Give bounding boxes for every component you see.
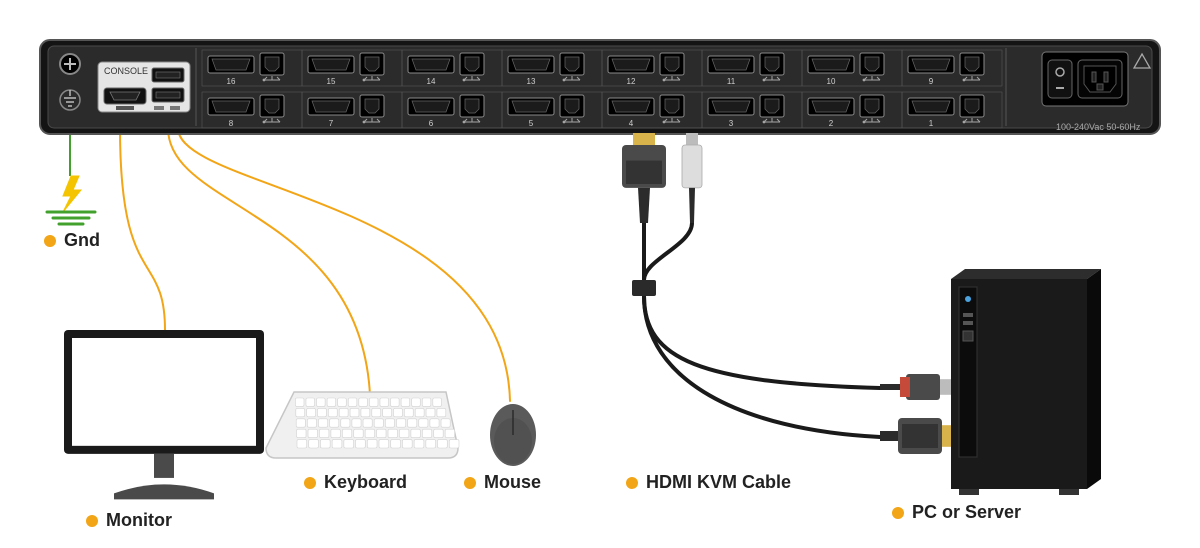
dot-icon (304, 477, 316, 489)
label-gnd-text: Gnd (64, 230, 100, 250)
svg-text:7: 7 (329, 119, 334, 128)
label-keyboard: Keyboard (304, 472, 407, 493)
svg-text:5: 5 (529, 119, 534, 128)
svg-text:CONSOLE: CONSOLE (104, 66, 148, 76)
usb-plug (682, 133, 702, 223)
label-cable: HDMI KVM Cable (626, 472, 791, 493)
label-monitor-text: Monitor (106, 510, 172, 530)
diagram-canvas: CONSOLE 16 8 15 7 14 6 13 5 12 4 11 3 10 2 9 1 (0, 0, 1200, 548)
ground-icon (47, 176, 95, 224)
keyboard-device (266, 392, 459, 458)
svg-text:2: 2 (829, 119, 834, 128)
svg-text:6: 6 (429, 119, 434, 128)
dot-icon (86, 515, 98, 527)
dot-icon (464, 477, 476, 489)
svg-text:15: 15 (327, 77, 336, 86)
svg-text:9: 9 (929, 77, 934, 86)
svg-text:11: 11 (727, 77, 736, 86)
svg-text:4: 4 (629, 119, 634, 128)
usb-plug-to-pc (880, 374, 954, 400)
kvm-switch: CONSOLE 16 8 15 7 14 6 13 5 12 4 11 3 10 2 9 1 (40, 40, 1160, 134)
svg-text:1: 1 (929, 119, 934, 128)
mouse-device (490, 404, 536, 466)
hdmi-plug-to-pc (880, 418, 954, 454)
label-pc: PC or Server (892, 502, 1021, 523)
label-pc-text: PC or Server (912, 502, 1021, 522)
label-mouse: Mouse (464, 472, 541, 493)
label-monitor: Monitor (86, 510, 172, 531)
label-keyboard-text: Keyboard (324, 472, 407, 492)
label-gnd: Gnd (44, 230, 100, 251)
monitor-device (64, 330, 264, 499)
power-rating-label: 100-240Vac 50-60Hz (1056, 122, 1140, 132)
pc-tower (951, 269, 1101, 495)
svg-text:14: 14 (427, 77, 436, 86)
dot-icon (626, 477, 638, 489)
hdmi-plug (622, 133, 666, 223)
label-cable-text: HDMI KVM Cable (646, 472, 791, 492)
label-mouse-text: Mouse (484, 472, 541, 492)
dot-icon (892, 507, 904, 519)
svg-text:3: 3 (729, 119, 734, 128)
svg-text:13: 13 (527, 77, 536, 86)
svg-text:12: 12 (627, 77, 636, 86)
svg-text:10: 10 (827, 77, 836, 86)
dot-icon (44, 235, 56, 247)
svg-text:8: 8 (229, 119, 234, 128)
svg-text:16: 16 (227, 77, 236, 86)
